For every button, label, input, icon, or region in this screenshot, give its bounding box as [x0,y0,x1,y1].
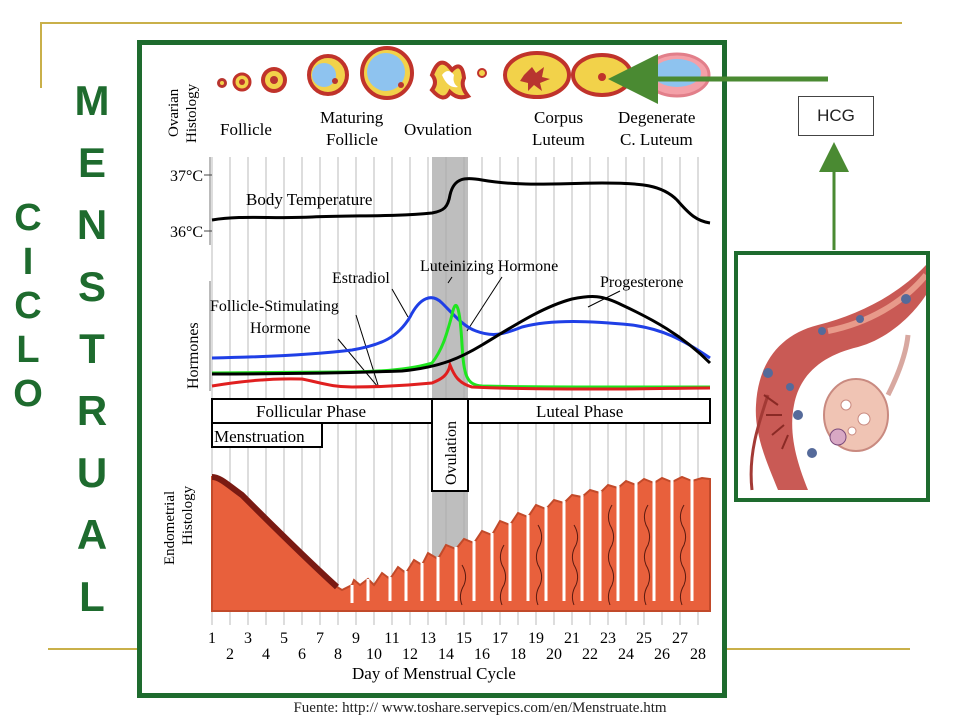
day-tick-label: 7 [316,630,324,647]
title-letter: C [14,197,42,239]
menstruation-box [211,422,323,448]
title-letter: U [76,449,108,496]
stage-label-follicle: Follicle [220,120,272,139]
stage-label-c-luteum: C. Luteum [620,130,693,149]
progesterone-curve [211,295,712,376]
endometrial-label-1: Endometrial [162,491,178,565]
ovarian-label-2: Histology [184,83,200,143]
fsh-label-1: Follicle-Stimulating [210,298,339,315]
follicle-stage-icons [217,46,711,100]
lh-label: Luteinizing Hormone [420,258,558,275]
luteal-phase-label: Luteal Phase [536,402,623,421]
hormones-axis-label: Hormones [185,322,202,389]
title-letter: O [13,373,43,415]
day-tick-label: 4 [262,646,270,663]
day-tick-label: 15 [456,630,472,647]
stage-label-ovulation: Ovulation [404,120,472,139]
title-letter: S [77,263,106,310]
day-tick-label: 22 [582,646,598,663]
day-tick-label: 17 [492,630,508,647]
day-tick-label: 9 [352,630,360,647]
temp-low-label: 36°C [170,224,203,241]
day-tick-label: 10 [366,646,382,663]
stage-label-corpus: Corpus [534,108,583,127]
source-citation: Fuente: http:// www.toshare.servepics.co… [293,700,667,716]
day-tick-label: 26 [654,646,670,663]
fallopian-tube-illustration [749,265,926,491]
progesterone-label: Progesterone [600,274,684,291]
hormones-section: Hormones Luteinizing Hormone Estradiol P… [185,258,712,391]
day-tick-label: 12 [402,646,418,663]
body-temperature-curve [211,177,711,225]
left-decor-line [40,22,42,88]
title-letter: R [76,387,108,434]
day-tick-label: 16 [474,646,490,663]
day-tick-label: 27 [672,630,688,647]
x-axis-label: Day of Menstrual Cycle [352,664,516,683]
day-tick-label: 18 [510,646,526,663]
day-axis: 1 3 5 7 9 11 13 15 17 19 21 23 25 272 4 6 8 10 12 14 16 18 20 2… [208,630,706,663]
day-tick-label: 6 [298,646,306,663]
top-decor-line [40,22,902,24]
spiral-arteries [459,504,687,606]
day-tick-label: 1 [208,630,216,647]
day-tick-label: 24 [618,646,634,663]
day-tick-label: 25 [636,630,652,647]
ovulation-phase-label: Ovulation [443,421,460,485]
day-tick-label: 2 [226,646,234,663]
title-letter: E [77,139,106,186]
stage-label-luteum: Luteum [532,130,585,149]
title-letter: L [16,329,40,371]
title-letter: A [76,511,108,558]
hcg-label-box: HCG [798,96,874,136]
title-letter: L [79,573,105,620]
follicular-phase-label: Follicular Phase [256,402,366,421]
fsh-label-2: Hormone [250,320,310,337]
stage-label-follicle-2: Follicle [326,130,378,149]
menstrual-cycle-diagram-frame: Ovarian Histology Follicle Maturing [137,40,727,698]
day-tick-label: 21 [564,630,580,647]
day-tick-label: 13 [420,630,436,647]
ovulation-phase-box [431,398,469,492]
estradiol-label: Estradiol [332,270,390,287]
day-tick-label: 28 [690,646,706,663]
title-letter: M [74,77,110,124]
ovarian-label-1: Ovarian [166,88,182,137]
stage-label-maturing: Maturing [320,108,384,127]
body-temperature-section: 37°C 36°C Body Temperature [170,157,711,245]
fallopian-tube-image-frame [734,251,930,502]
title-letter: I [22,241,34,283]
day-tick-label: 8 [334,646,342,663]
endometrial-label-2: Histology [180,485,196,545]
title-letter: N [76,201,108,248]
phase-bars: Follicular Phase Luteal Phase Menstruati… [211,398,711,492]
menstruation-label: Menstruation [214,427,305,446]
hcg-label: HCG [817,106,855,125]
stage-label-degenerate: Degenerate [618,108,695,127]
endometrial-gland-gaps [350,479,694,603]
body-temperature-label: Body Temperature [246,190,372,209]
endometrial-histology-section: Endometrial Histology [162,474,711,612]
ovarian-histology-row: Ovarian Histology Follicle Maturing [166,46,711,149]
title-letter: T [79,325,105,372]
day-tick-label: 3 [244,630,252,647]
fsh-curve [211,359,711,391]
menstrual-shedding-edge [211,474,340,590]
title-letter: C [14,285,42,327]
day-tick-label: 14 [438,646,454,663]
ovulation-band [432,157,468,612]
temp-high-label: 37°C [170,168,203,185]
day-tick-label: 11 [384,630,399,647]
day-tick-label: 5 [280,630,288,647]
day-tick-label: 20 [546,646,562,663]
menstrual-cycle-diagram: Ovarian Histology Follicle Maturing [162,46,712,683]
day-tick-label: 23 [600,630,616,647]
day-tick-label: 19 [528,630,544,647]
